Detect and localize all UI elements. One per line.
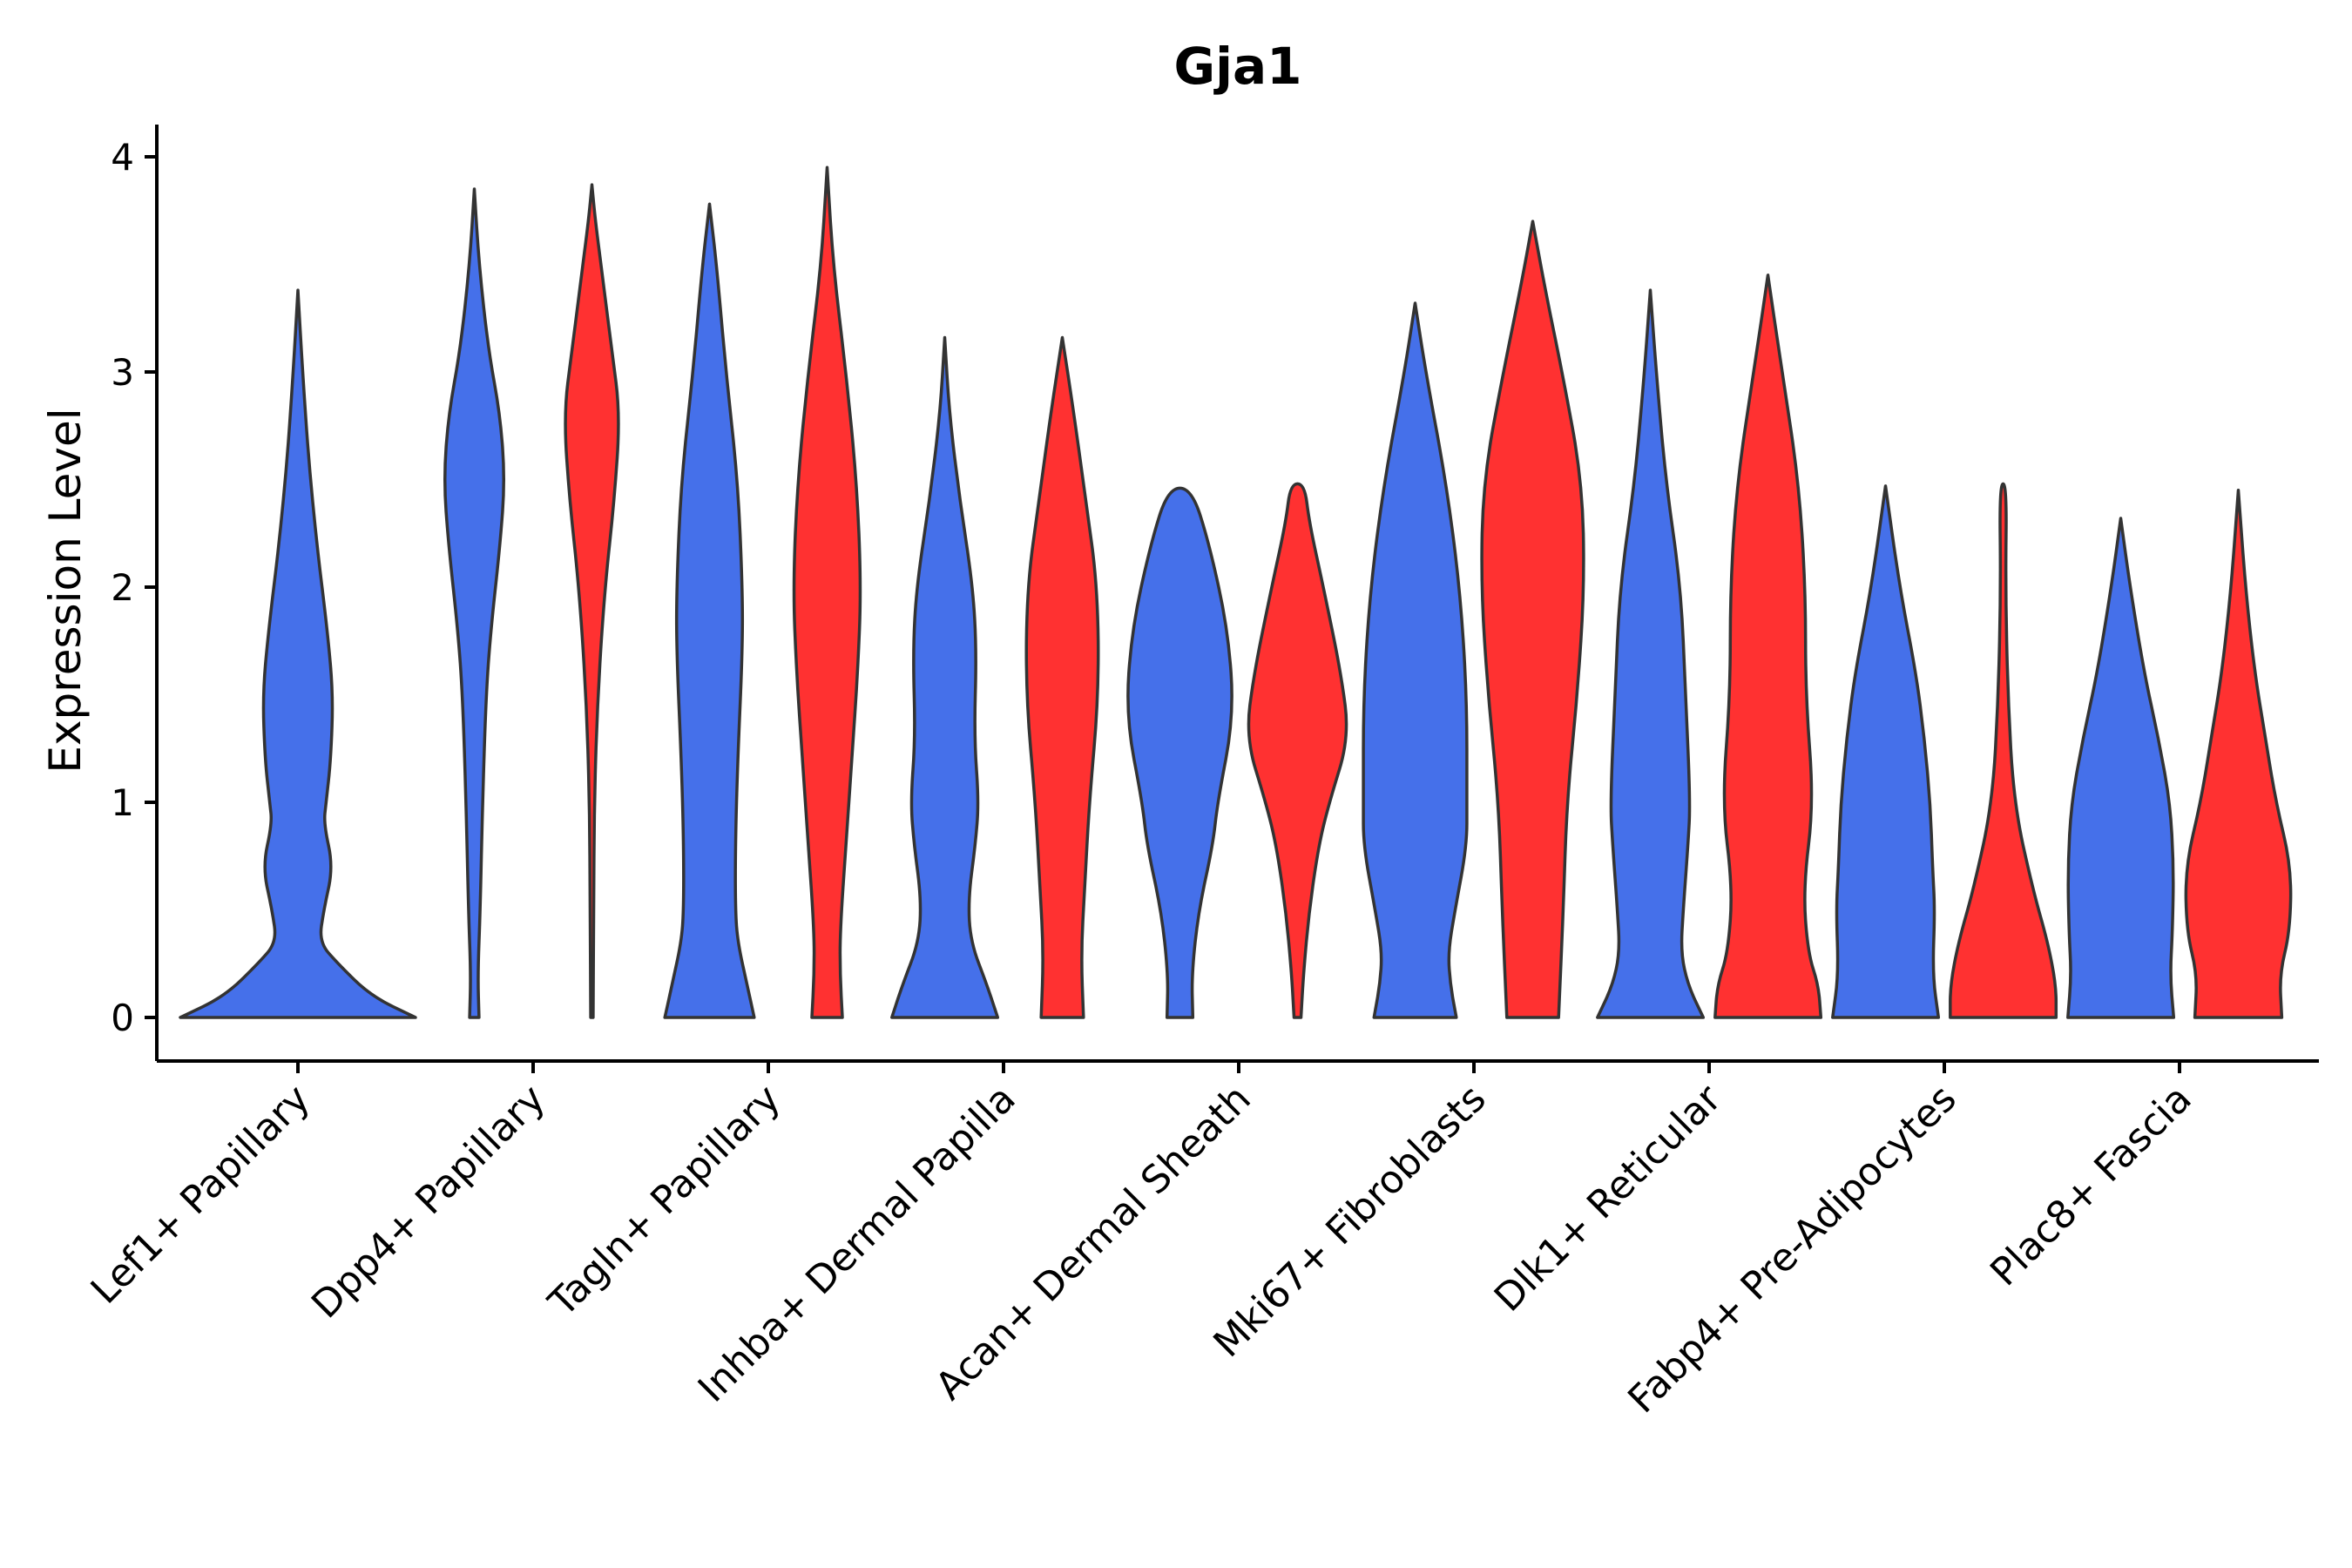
violin-dlk1-reticular-blue	[1596, 288, 1706, 1019]
violin-mki67-fibroblasts-red	[1480, 220, 1585, 1019]
violin-inhba-dermal-papilla-red	[1024, 335, 1100, 1019]
y-ticks: 0 1 2 3 4	[111, 136, 157, 1039]
violin-dpp4-papillary-red	[564, 183, 620, 1019]
y-tick-label: 2	[111, 566, 134, 609]
violin-tagln-papillary-red	[792, 166, 862, 1019]
violin-fabp4-pre-adipocytes-red	[1949, 482, 2058, 1019]
y-axis-label: Expression Level	[40, 408, 91, 773]
violin-layer	[179, 166, 2293, 1019]
violin-dpp4-papillary-blue	[443, 187, 505, 1019]
violin-dlk1-reticular-red	[1713, 274, 1823, 1019]
violin-inhba-dermal-papilla-blue	[890, 335, 1000, 1019]
violin-plac8-fascia-blue	[2066, 517, 2176, 1019]
chart-title: Gja1	[1174, 37, 1302, 96]
violin-mki67-fibroblasts-blue	[1362, 301, 1469, 1019]
y-tick-label: 1	[111, 781, 134, 824]
violin-plac8-fascia-red	[2184, 489, 2293, 1019]
violin-acan-dermal-sheath-blue	[1126, 486, 1233, 1019]
violin-fabp4-pre-adipocytes-blue	[1831, 484, 1941, 1019]
violin-tagln-papillary-blue	[663, 202, 756, 1019]
y-tick-label: 0	[111, 997, 134, 1039]
y-tick-label: 4	[111, 136, 134, 179]
violin-lef1-papillary-blue	[179, 288, 417, 1019]
y-tick-label: 3	[111, 351, 134, 394]
violin-acan-dermal-sheath-red	[1247, 482, 1348, 1019]
